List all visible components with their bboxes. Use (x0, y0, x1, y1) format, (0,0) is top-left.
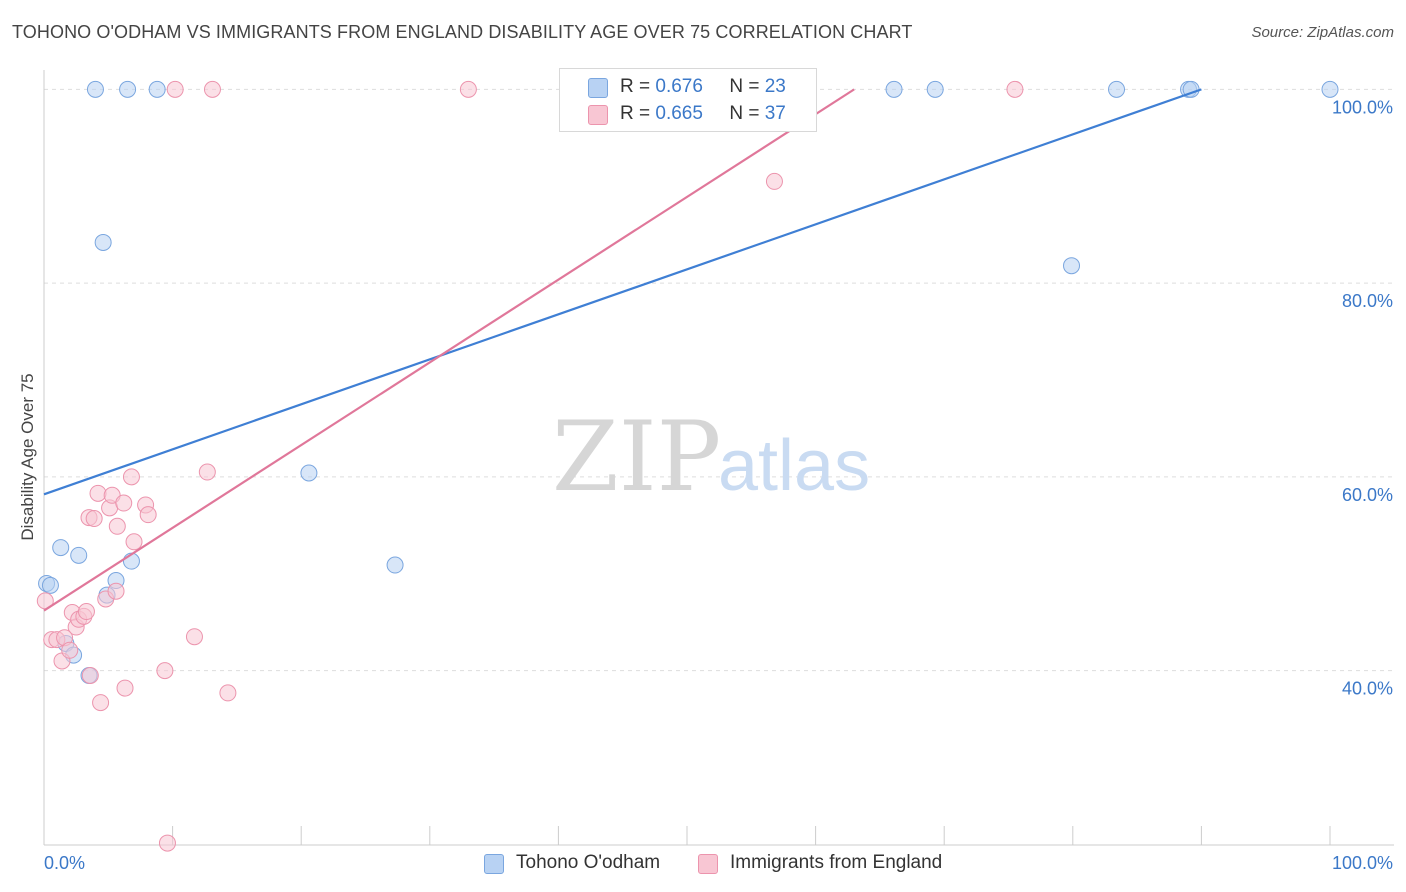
correlation-legend: R = 0.676 N = 23 R = 0.665 N = 37 (559, 68, 817, 132)
y-tick-labels: 40.0% 60.0% 80.0% 100.0% (1332, 97, 1393, 698)
data-point-england (158, 834, 176, 852)
data-point-england (139, 506, 157, 524)
x-tick-label-max: 100.0% (1332, 853, 1393, 873)
data-point-england (125, 533, 143, 551)
data-point-tohono (94, 233, 112, 251)
bottom-legend-label-tohono: Tohono O'odham (516, 852, 661, 873)
data-point-england (219, 684, 237, 702)
data-point-england (61, 641, 79, 659)
bottom-legend-swatch-england (698, 854, 718, 874)
data-point-tohono (1063, 257, 1081, 275)
data-point-england (1006, 80, 1024, 98)
series-england-points (36, 80, 1024, 852)
chart-title: TOHONO O'ODHAM VS IMMIGRANTS FROM ENGLAN… (12, 22, 913, 42)
bottom-legend-label-england: Immigrants from England (730, 852, 943, 873)
data-point-england (77, 603, 95, 621)
data-point-tohono (386, 556, 404, 574)
data-point-england (81, 666, 99, 684)
data-point-england (89, 484, 107, 502)
y-tick-label: 40.0% (1342, 679, 1393, 699)
data-point-england (85, 510, 103, 528)
data-point-tohono (885, 80, 903, 98)
data-point-tohono (926, 80, 944, 98)
trend-lines (43, 88, 1202, 612)
trend-line-tohono (43, 88, 1202, 496)
data-point-england (185, 628, 203, 646)
data-point-england (156, 662, 174, 680)
data-point-england (92, 694, 110, 712)
data-point-england (115, 494, 133, 512)
y-tick-label: 100.0% (1332, 97, 1393, 117)
data-point-england (107, 582, 125, 600)
bottom-legend-swatch-tohono (484, 854, 504, 874)
watermark-zip: ZIP (552, 401, 721, 513)
legend-text-tohono: R = 0.676 N = 23 (620, 76, 786, 97)
data-point-england (765, 172, 783, 190)
data-point-england (116, 679, 134, 697)
data-point-tohono (148, 80, 166, 98)
x-ticks (43, 826, 1331, 845)
y-tick-label: 80.0% (1342, 291, 1393, 311)
trend-line-england (43, 88, 855, 612)
source-label: Source: ZipAtlas.com (1251, 24, 1394, 41)
data-point-tohono (1321, 80, 1339, 98)
data-point-england (203, 80, 221, 98)
data-point-england (122, 468, 140, 486)
data-point-england (198, 463, 216, 481)
x-tick-label-min: 0.0% (44, 853, 85, 873)
series-tohono-points (38, 80, 1339, 684)
data-point-tohono (52, 539, 70, 557)
axes (43, 70, 1394, 846)
data-point-tohono (119, 80, 137, 98)
watermark-atlas: atlas (718, 426, 870, 506)
y-axis-label: Disability Age Over 75 (18, 373, 37, 540)
legend-swatch-england (588, 105, 608, 125)
data-point-tohono (300, 464, 318, 482)
data-point-england (459, 80, 477, 98)
data-point-tohono (1108, 80, 1126, 98)
y-tick-label: 60.0% (1342, 485, 1393, 505)
data-point-tohono (70, 546, 88, 564)
legend-text-england: R = 0.665 N = 37 (620, 103, 786, 124)
data-point-england (108, 517, 126, 535)
data-point-tohono (86, 80, 104, 98)
legend-swatch-tohono (588, 78, 608, 98)
data-point-tohono (41, 576, 59, 594)
data-point-england (166, 80, 184, 98)
